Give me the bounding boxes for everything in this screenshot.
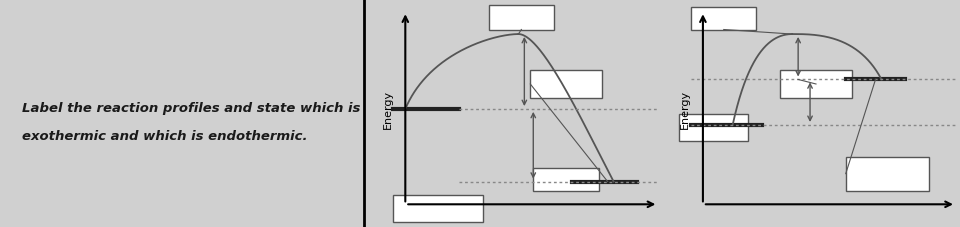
Text: Energy: Energy — [382, 89, 393, 128]
Bar — [530, 70, 602, 98]
Text: Energy: Energy — [680, 89, 690, 128]
Bar — [534, 168, 599, 191]
Bar — [394, 195, 483, 222]
Text: exothermic and which is endothermic.: exothermic and which is endothermic. — [22, 130, 307, 143]
Bar — [679, 114, 748, 141]
Bar — [489, 5, 554, 30]
Bar — [780, 70, 852, 98]
Text: Label the reaction profiles and state which is: Label the reaction profiles and state wh… — [22, 102, 361, 116]
Bar — [846, 157, 929, 191]
Bar — [691, 7, 756, 30]
